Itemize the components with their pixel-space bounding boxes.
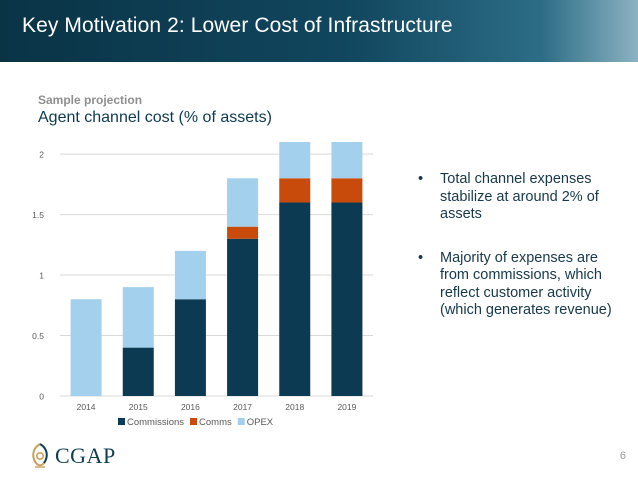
bullet-list: • Total channel expenses stabilize at ar… xyxy=(418,171,618,320)
x-tick-label: 2018 xyxy=(285,402,304,412)
bullet-item: • Majority of expenses are from commissi… xyxy=(418,250,618,320)
bar-commissions-2016 xyxy=(174,299,206,396)
bar-opex-2018 xyxy=(279,142,311,179)
bar-opex-2015 xyxy=(122,287,154,348)
bullet-dot: • xyxy=(418,171,424,187)
bar-commissions-2019 xyxy=(331,202,363,396)
bar-opex-2014 xyxy=(70,299,102,396)
x-tick-label: 2016 xyxy=(181,402,200,412)
x-tick-label: 2019 xyxy=(337,402,356,412)
legend-swatch xyxy=(190,418,198,425)
legend-swatch xyxy=(118,418,125,425)
bar-comms-2019 xyxy=(331,178,363,203)
bar-opex-2017 xyxy=(227,178,259,227)
bar-opex-2016 xyxy=(174,250,206,300)
bar-commissions-2017 xyxy=(227,238,259,396)
bar-opex-2019 xyxy=(331,142,363,179)
cgap-emblem-icon xyxy=(32,443,48,468)
x-tick-label: 2015 xyxy=(129,402,148,412)
bullet-text: Total channel expenses stabilize at arou… xyxy=(440,171,599,222)
y-tick-label: 2 xyxy=(39,150,44,160)
page-number: 6 xyxy=(619,450,626,462)
y-tick-label: 1.5 xyxy=(32,210,44,220)
logo-wordmark: CGAP xyxy=(55,443,116,468)
slide-title: Key Motivation 2: Lower Cost of Infrastr… xyxy=(22,14,453,37)
bar-commissions-2015 xyxy=(122,347,154,396)
legend-swatch xyxy=(237,418,245,425)
x-tick-label: 2017 xyxy=(233,402,252,412)
bullet-text: Majority of expenses are from commission… xyxy=(440,249,612,319)
y-tick-label: 0.5 xyxy=(32,331,44,341)
chart-title: Agent channel cost (% of assets) xyxy=(38,109,272,126)
chart-caption: Sample projection xyxy=(38,93,143,107)
bullet-item: • Total channel expenses stabilize at ar… xyxy=(418,171,618,224)
bar-comms-2018 xyxy=(279,178,311,203)
legend-label: Commissions xyxy=(127,417,184,428)
title-bar: Key Motivation 2: Lower Cost of Infrastr… xyxy=(0,0,638,62)
x-tick-label: 2014 xyxy=(77,402,96,412)
bar-commissions-2018 xyxy=(279,202,311,396)
legend-label: Comms xyxy=(199,417,232,428)
bullet-dot: • xyxy=(418,249,424,266)
legend-label: OPEX xyxy=(247,417,274,428)
y-tick-label: 0 xyxy=(39,392,44,402)
cgap-logo: CGAP xyxy=(28,441,116,471)
y-tick-label: 1 xyxy=(39,271,44,281)
bar-comms-2017 xyxy=(227,226,259,239)
